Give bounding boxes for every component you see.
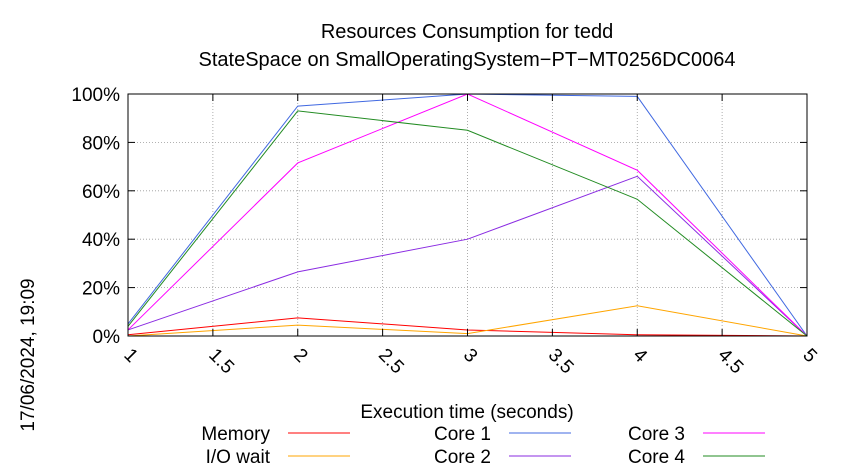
legend-label: I/O wait: [206, 447, 271, 468]
legend-item: Core 3: [628, 424, 765, 445]
legend-item: Memory: [201, 424, 350, 445]
series-line-core-4: [127, 110, 808, 337]
legend-item: Core 2: [434, 447, 571, 468]
legend-label: Core 3: [628, 424, 685, 445]
x-tick-label: 5: [798, 345, 820, 367]
x-tick-label: 3.5: [544, 345, 578, 379]
legend-item: Core 1: [434, 424, 571, 445]
legend-item: Core 4: [628, 447, 765, 468]
x-tick-label: 3: [459, 345, 481, 367]
legend-label: Core 1: [434, 424, 491, 445]
y-tick-label: 80%: [82, 133, 120, 154]
y-tick-label: 20%: [82, 279, 120, 300]
x-tick-label: 2: [289, 345, 311, 367]
legend-label: Memory: [201, 424, 270, 445]
x-tick-label: 1.5: [204, 345, 238, 379]
chart-subtitle: StateSpace on SmallOperatingSystem−PT−MT…: [199, 49, 736, 71]
x-tick-label: 4: [629, 345, 652, 368]
x-tick-label: 4.5: [714, 345, 748, 379]
y-tick-label: 60%: [82, 182, 120, 203]
y-tick-label: 40%: [82, 230, 120, 251]
y-tick-label: 0%: [93, 327, 121, 348]
chart-title: Resources Consumption for tedd: [321, 21, 613, 43]
legend-label: Core 2: [434, 447, 491, 468]
legend-label: Core 4: [628, 447, 685, 468]
series-line-core-2: [127, 175, 808, 337]
x-tick-label: 1: [119, 345, 141, 367]
legend-item: I/O wait: [206, 447, 350, 468]
y-tick-label: 100%: [71, 85, 120, 106]
x-tick-label: 2.5: [374, 345, 408, 379]
timestamp-label: 17/06/2024, 19:09: [18, 278, 39, 431]
y-axis-ticks: 0% 20% 40% 60% 80% 100%: [71, 85, 807, 348]
x-axis-label: Execution time (seconds): [360, 402, 573, 423]
